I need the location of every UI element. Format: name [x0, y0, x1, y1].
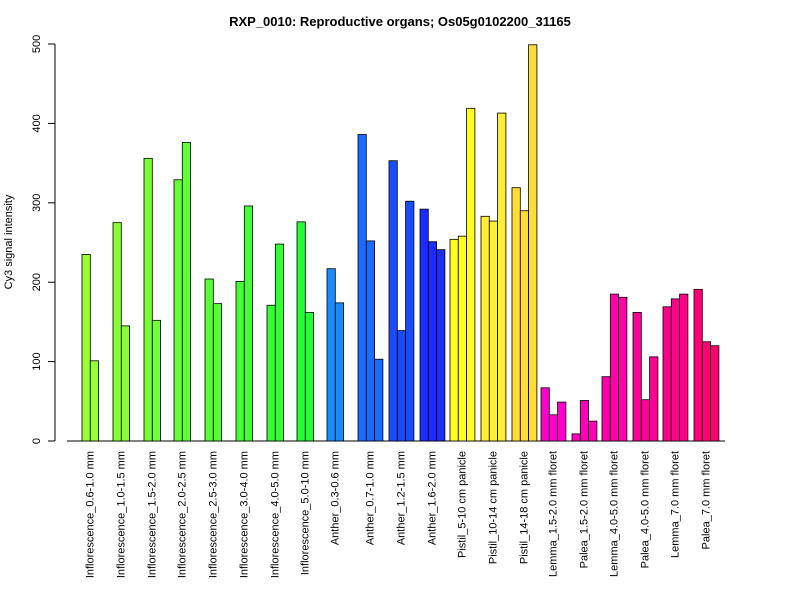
- bar: [701, 341, 711, 442]
- x-tick-label: Inflorescence_4.0-5.0 mm: [269, 451, 281, 578]
- y-tick-label: 500: [31, 35, 43, 53]
- bar: [519, 210, 529, 442]
- bar: [528, 44, 538, 442]
- x-tick-label: Inflorescence_5.0-10 mm: [299, 451, 311, 575]
- y-tick-label: 300: [31, 194, 43, 212]
- bar: [670, 298, 680, 442]
- bar: [181, 142, 192, 442]
- bar: [679, 293, 689, 442]
- y-tick-label: 200: [31, 273, 43, 291]
- x-tick-label: Inflorescence_2.5-3.0 mm: [207, 451, 219, 578]
- x-tick-label: Anther_0.7-1.0 mm: [364, 451, 376, 545]
- bar: [374, 358, 384, 442]
- bar: [488, 220, 498, 442]
- bar: [497, 112, 507, 442]
- x-tick-label: Palea_1.5-2.0 mm floret: [578, 451, 590, 568]
- bar: [427, 241, 437, 442]
- x-tick-label: Inflorescence_1.5-2.0 mm: [146, 451, 158, 578]
- x-tick-label: Lemma_1.5-2.0 mm floret: [547, 451, 559, 577]
- bar: [466, 107, 476, 442]
- x-tick-label: Anther_1.2-1.5 mm: [395, 451, 407, 545]
- bar: [609, 293, 619, 442]
- bar: [511, 187, 521, 442]
- x-tick-label: Lemma_7.0 mm floret: [669, 451, 681, 558]
- bars: [81, 44, 720, 442]
- bar: [365, 240, 375, 442]
- bar: [243, 205, 254, 442]
- bar: [212, 303, 223, 442]
- bar: [571, 433, 581, 442]
- bar: [548, 414, 558, 442]
- bar: [618, 296, 628, 442]
- x-tick-label: Inflorescence_3.0-4.0 mm: [238, 451, 250, 578]
- bar: [204, 278, 214, 442]
- bar: [266, 304, 276, 442]
- bar: [89, 360, 100, 442]
- bar: [357, 134, 367, 442]
- bar: [449, 238, 459, 442]
- x-tick-label: Palea_7.0 mm floret: [700, 451, 712, 549]
- x-tick-label: Anther_0.3-0.6 mm: [329, 451, 341, 545]
- y-axis-label: Cy3 signal intensity: [3, 194, 15, 289]
- bar: [693, 288, 703, 442]
- bar: [480, 215, 490, 442]
- x-tick-label: Pistil_10-14 cm panicle: [487, 451, 499, 564]
- x-tick-label: Pistil_14-18 cm panicle: [518, 451, 530, 564]
- chart-title: RXP_0010: Reproductive organs; Os05g0102…: [229, 14, 571, 29]
- bar: [143, 157, 153, 442]
- y-tick-label: 100: [31, 352, 43, 370]
- bar: [405, 200, 415, 442]
- bar: [388, 160, 398, 442]
- y-tick-label: 400: [31, 114, 43, 132]
- x-tick-label: Inflorescence_0.6-1.0 mm: [84, 451, 96, 578]
- bar: [579, 400, 589, 442]
- x-axis-labels: Inflorescence_0.6-1.0 mm Inflorescence_1.…: [84, 451, 712, 578]
- x-tick-label: Anther_1.6-2.0 mm: [426, 451, 438, 545]
- bar: [81, 254, 91, 442]
- bar: [112, 222, 122, 442]
- bar: [304, 311, 314, 442]
- bar: [326, 268, 336, 442]
- x-tick-label: Inflorescence_1.0-1.5 mm: [115, 451, 127, 578]
- bar: [557, 401, 567, 442]
- bar: [640, 399, 650, 442]
- bar: [649, 356, 659, 442]
- bar: [662, 306, 672, 442]
- x-tick-label: Palea_4.0-5.0 mm floret: [639, 451, 651, 568]
- bar: [120, 325, 131, 442]
- y-tick-label: 0: [31, 438, 43, 444]
- bar: [632, 311, 642, 442]
- bar: [457, 235, 467, 442]
- x-tick-label: Pistil_5-10 cm panicle: [456, 451, 468, 558]
- x-tick-label: Inflorescence_2.0-2.5 mm: [176, 451, 188, 578]
- bar: [540, 387, 550, 442]
- bar: [274, 243, 284, 442]
- bar: [235, 281, 245, 442]
- y-axis-ticks: 0 100 200 300 400 500: [31, 35, 55, 444]
- bar: [173, 179, 183, 442]
- bar: [588, 420, 598, 442]
- x-tick-label: Lemma_4.0-5.0 mm floret: [608, 451, 620, 577]
- bar: [601, 376, 611, 442]
- bar: [296, 221, 306, 442]
- bar: [419, 208, 429, 442]
- bar: [710, 345, 720, 442]
- bar: [334, 302, 344, 442]
- bar: [396, 330, 406, 442]
- bar: [151, 319, 162, 442]
- bar: [436, 249, 446, 442]
